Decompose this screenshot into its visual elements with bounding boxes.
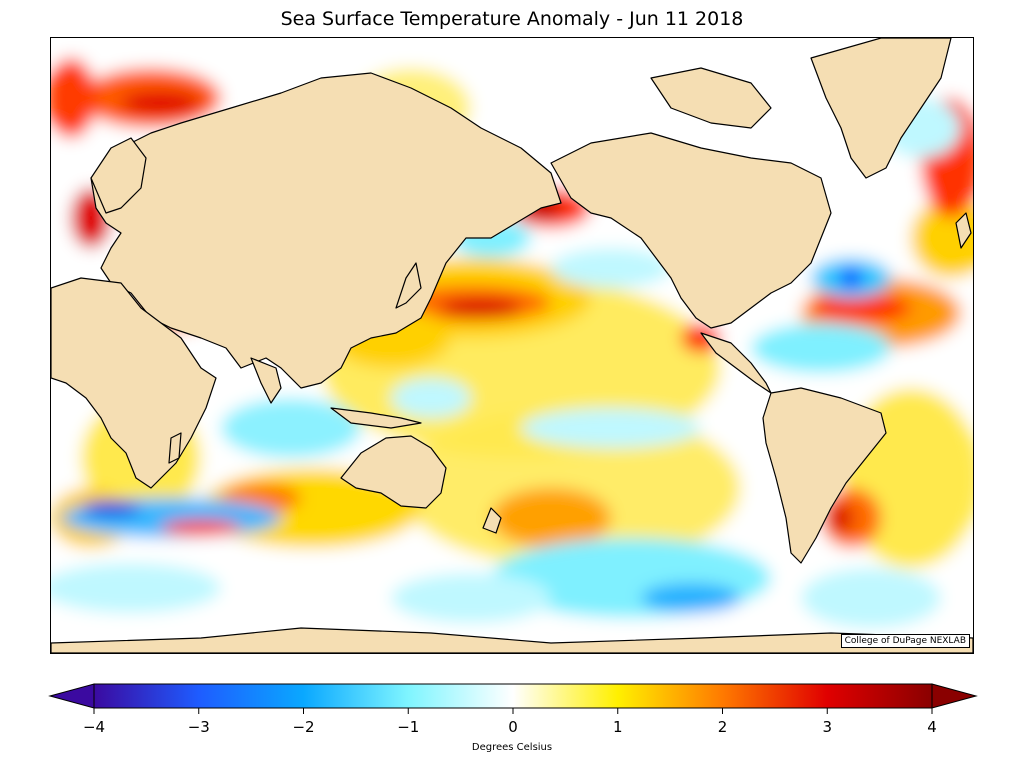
sst-anomaly-map: College of DuPage NEXLAB	[50, 37, 974, 654]
colorbar-tick-label: 4	[927, 718, 937, 736]
scandinavia-landmass	[90, 137, 147, 214]
arctic-islands-landmass	[650, 67, 772, 129]
indonesia-landmass	[330, 407, 422, 429]
colorbar-tick-label: −3	[187, 718, 210, 736]
colorbar-left-arrow	[48, 683, 95, 709]
colorbar-right-arrow	[931, 683, 978, 709]
australia-landmass	[340, 435, 447, 509]
colorbar-tick-label: −2	[292, 718, 315, 736]
colorbar-tick-label: 3	[822, 718, 833, 736]
colorbar-tick-label: 2	[717, 718, 728, 736]
antarctica-landmass	[51, 627, 973, 653]
landmasses	[51, 38, 973, 653]
colorbar	[48, 683, 978, 714]
credit-label: College of DuPage NEXLAB	[840, 634, 970, 648]
map-title: Sea Surface Temperature Anomaly - Jun 11…	[280, 8, 744, 30]
colorbar-tick-label: −4	[82, 718, 106, 736]
north-america-landmass	[550, 132, 832, 329]
india-landmass	[250, 357, 282, 404]
japan-landmass	[395, 262, 422, 309]
south-america-landmass	[762, 387, 887, 564]
greenland-landmass	[810, 38, 952, 179]
colorbar-tick-label: −1	[397, 718, 420, 736]
colorbar-label: Degrees Celsius	[471, 742, 553, 753]
colorbar-ramp	[93, 683, 933, 709]
new-zealand-landmass	[482, 507, 502, 534]
colorbar-tick-label: 0	[508, 718, 518, 736]
uk-landmass	[955, 212, 972, 249]
colorbar-tick-label: 1	[612, 718, 623, 736]
madagascar-landmass	[168, 432, 182, 464]
